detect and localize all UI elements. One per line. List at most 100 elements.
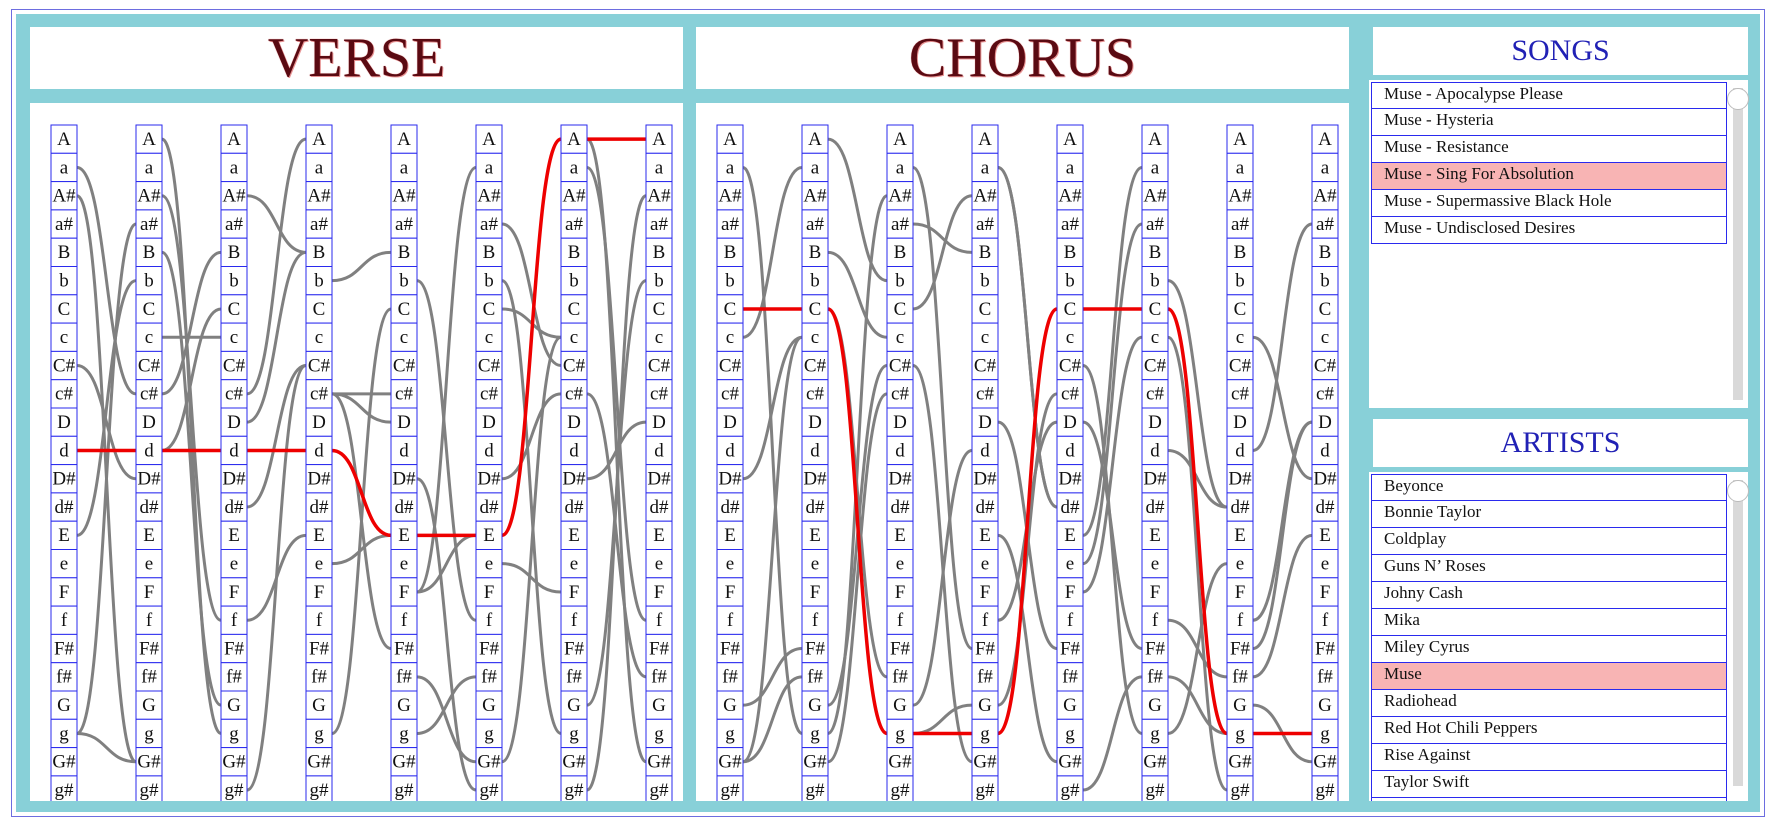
note-cell[interactable]: g# [390,775,418,805]
note-cell[interactable]: G# [716,747,744,777]
note-cell[interactable]: a# [801,209,829,239]
note-cell[interactable]: c# [645,379,673,409]
note-cell[interactable]: C [1056,294,1084,324]
note-cell[interactable]: F# [971,633,999,664]
note-cell[interactable]: E [886,520,914,551]
note-cell[interactable]: G [716,690,744,720]
note-cell[interactable]: A [645,124,673,154]
note-cell[interactable]: F# [1311,633,1339,664]
note-cell[interactable]: C [971,294,999,324]
note-cell[interactable]: d# [716,492,744,522]
note-cell[interactable]: c# [716,379,744,409]
note-cell[interactable]: c [1226,322,1254,352]
note-cell[interactable]: d [886,435,914,466]
note-cell[interactable]: g# [50,775,78,805]
note-cell[interactable]: E [50,520,78,551]
note-cell[interactable]: g# [1311,775,1339,805]
note-cell[interactable]: f [801,605,829,635]
note-cell[interactable]: G [1226,690,1254,720]
note-cell[interactable]: B [1056,237,1084,267]
note-cell[interactable]: A [560,124,588,154]
note-cell[interactable]: c# [50,379,78,409]
note-cell[interactable]: f [390,605,418,635]
note-cell[interactable]: D# [886,464,914,494]
note-cell[interactable]: a [801,152,829,183]
note-cell[interactable]: C# [305,350,333,381]
artist-list-item[interactable]: Coldplay [1371,528,1727,555]
note-cell[interactable]: a [135,152,163,183]
note-cell[interactable]: D# [1141,464,1169,494]
note-cell[interactable]: e [645,549,673,579]
songs-scroll-handle[interactable] [1727,88,1749,110]
note-cell[interactable]: A# [560,181,588,211]
note-cell[interactable]: d [475,435,503,466]
note-cell[interactable]: F [1311,577,1339,607]
note-cell[interactable]: C [645,294,673,324]
note-cell[interactable]: A [886,124,914,154]
note-cell[interactable]: g [475,718,503,749]
note-cell[interactable]: G# [50,747,78,777]
note-cell[interactable]: g [1056,718,1084,749]
note-cell[interactable]: e [475,549,503,579]
note-cell[interactable]: c [390,322,418,352]
note-cell[interactable]: C [560,294,588,324]
note-cell[interactable]: c# [305,379,333,409]
note-cell[interactable]: F [886,577,914,607]
note-cell[interactable]: D# [716,464,744,494]
note-cell[interactable]: b [716,266,744,296]
note-cell[interactable]: f# [390,662,418,692]
note-cell[interactable]: F [135,577,163,607]
note-cell[interactable]: B [1311,237,1339,267]
note-cell[interactable]: B [560,237,588,267]
note-cell[interactable]: b [1311,266,1339,296]
note-cell[interactable]: D [971,407,999,437]
note-cell[interactable]: f# [1226,662,1254,692]
note-cell[interactable]: c [716,322,744,352]
note-cell[interactable]: C# [50,350,78,381]
note-cell[interactable]: f [1056,605,1084,635]
note-cell[interactable]: F [1141,577,1169,607]
note-cell[interactable]: c# [1311,379,1339,409]
song-list-item[interactable]: Muse - Undisclosed Desires [1371,217,1727,244]
note-cell[interactable]: D# [1226,464,1254,494]
note-cell[interactable]: G [971,690,999,720]
note-cell[interactable]: c [1056,322,1084,352]
note-cell[interactable]: D [801,407,829,437]
note-cell[interactable]: A# [971,181,999,211]
note-cell[interactable]: f [971,605,999,635]
note-cell[interactable]: e [220,549,248,579]
note-cell[interactable]: a [305,152,333,183]
note-cell[interactable]: G [390,690,418,720]
note-cell[interactable]: g# [645,775,673,805]
note-cell[interactable]: c# [1056,379,1084,409]
note-cell[interactable]: f [135,605,163,635]
note-cell[interactable]: D [390,407,418,437]
note-cell[interactable]: g [50,718,78,749]
note-cell[interactable]: d# [1141,492,1169,522]
artist-list-item[interactable]: Muse [1371,663,1727,690]
note-cell[interactable]: D [220,407,248,437]
note-cell[interactable]: d# [971,492,999,522]
songs-scrollbar[interactable] [1733,88,1743,400]
note-cell[interactable]: D [305,407,333,437]
note-cell[interactable]: a# [220,209,248,239]
note-cell[interactable]: G# [801,747,829,777]
note-cell[interactable]: F# [560,633,588,664]
note-cell[interactable]: G [1056,690,1084,720]
note-cell[interactable]: c# [971,379,999,409]
note-cell[interactable]: f [886,605,914,635]
note-cell[interactable]: A# [1226,181,1254,211]
note-cell[interactable]: g [220,718,248,749]
note-cell[interactable]: e [50,549,78,579]
note-cell[interactable]: c# [390,379,418,409]
note-cell[interactable]: E [135,520,163,551]
note-cell[interactable]: g [1311,718,1339,749]
note-cell[interactable]: C [305,294,333,324]
note-cell[interactable]: A# [475,181,503,211]
note-cell[interactable]: C [390,294,418,324]
note-cell[interactable]: F# [135,633,163,664]
note-cell[interactable]: D [50,407,78,437]
note-cell[interactable]: b [135,266,163,296]
note-cell[interactable]: d [801,435,829,466]
note-cell[interactable]: d [1311,435,1339,466]
